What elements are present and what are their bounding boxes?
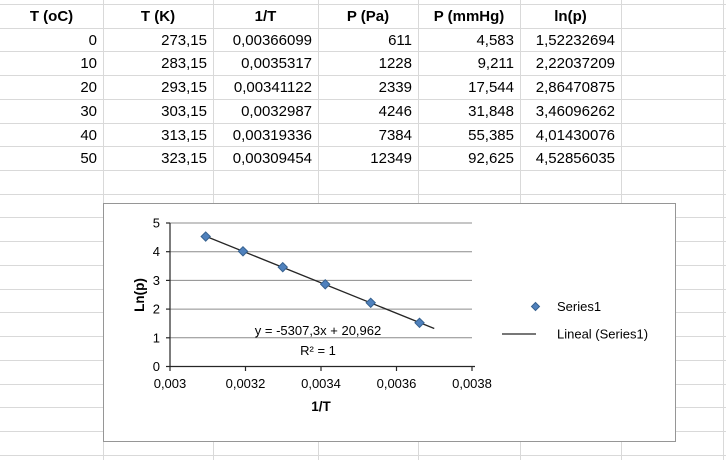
table-header-cell[interactable]: P (mmHg) xyxy=(433,8,505,25)
y-axis-title: Ln(p) xyxy=(132,278,147,312)
table-cell[interactable]: 2,86470875 xyxy=(535,79,615,96)
gridline xyxy=(0,123,726,124)
gridline xyxy=(0,170,726,171)
gridline xyxy=(0,99,726,100)
table-cell[interactable]: 17,544 xyxy=(468,79,514,96)
table-cell[interactable]: 1228 xyxy=(378,55,412,72)
table-cell[interactable]: 0,0035317 xyxy=(241,55,312,72)
table-cell[interactable]: 283,15 xyxy=(161,55,207,72)
legend-marker-diamond[interactable] xyxy=(530,301,541,312)
y-tick-label: 4 xyxy=(153,244,160,259)
table-cell[interactable]: 273,15 xyxy=(161,31,207,49)
table-cell[interactable]: 611 xyxy=(388,31,412,49)
table-cell[interactable]: 4,52856035 xyxy=(535,150,615,167)
data-point[interactable] xyxy=(414,317,425,329)
table-cell[interactable]: 20 xyxy=(80,79,97,96)
x-tick-label: 0,0038 xyxy=(452,376,492,391)
table-cell[interactable]: 313,15 xyxy=(161,126,207,144)
gridline xyxy=(0,51,726,52)
y-tick-label: 5 xyxy=(153,216,160,231)
data-point[interactable] xyxy=(277,261,289,273)
data-point[interactable] xyxy=(319,278,331,290)
scatter-chart: 0 1 2 3 4 5 0,003 0,0032 0,0034 0,0036 0,0038 1/T Ln… xyxy=(132,216,648,415)
table-header-cell[interactable]: T (oC) xyxy=(29,8,74,25)
table-cell[interactable]: 0,0032987 xyxy=(241,103,312,120)
table-cell[interactable]: 2339 xyxy=(378,79,412,96)
table-cell[interactable]: 1,52232694 xyxy=(535,31,615,49)
x-tick-label: 0,003 xyxy=(154,376,187,391)
x-tick-label: 0,0036 xyxy=(377,376,417,391)
table-header-cell[interactable]: P (Pa) xyxy=(346,8,390,25)
legend-label-lineal[interactable]: Lineal (Series1) xyxy=(557,327,648,342)
table-cell[interactable]: 50 xyxy=(80,150,97,167)
table-cell[interactable]: 92,625 xyxy=(468,150,514,167)
gridline xyxy=(0,28,726,29)
table-cell[interactable]: 0 xyxy=(88,31,97,49)
table-cell[interactable]: 0,00366099 xyxy=(232,31,312,49)
y-tick-label: 1 xyxy=(153,330,160,345)
table-cell[interactable]: 0,00319336 xyxy=(232,126,312,144)
gridline xyxy=(0,4,726,5)
table-cell[interactable]: 9,211 xyxy=(477,55,514,72)
table-cell[interactable]: 323,15 xyxy=(161,150,207,167)
y-tick-label: 2 xyxy=(153,302,160,317)
legend-label-series1[interactable]: Series1 xyxy=(557,299,601,314)
data-point[interactable] xyxy=(237,245,249,257)
gridline xyxy=(0,146,726,147)
table-cell[interactable]: 31,848 xyxy=(468,103,514,120)
table-cell[interactable]: 0,00309454 xyxy=(232,150,312,167)
data-point[interactable] xyxy=(200,231,211,242)
x-tick-label: 0,0032 xyxy=(226,376,266,391)
table-cell[interactable]: 55,385 xyxy=(468,126,514,144)
table-cell[interactable]: 293,15 xyxy=(161,79,207,96)
x-axis-title: 1/T xyxy=(311,399,331,414)
table-header-cell[interactable]: 1/T xyxy=(254,8,277,25)
chart[interactable]: 0 1 2 3 4 5 0,003 0,0032 0,0034 0,0036 0,0038 1/T Ln… xyxy=(103,203,676,442)
trendline-equation: y = -5307,3x + 20,962 xyxy=(255,323,381,338)
table-cell[interactable]: 7384 xyxy=(378,126,412,144)
gridline xyxy=(0,455,726,456)
gridline xyxy=(723,0,724,460)
table-cell[interactable]: 3,46096262 xyxy=(535,103,615,120)
table-cell[interactable]: 12349 xyxy=(370,150,412,167)
table-cell[interactable]: 30 xyxy=(80,103,97,120)
y-tick-label: 3 xyxy=(153,273,160,288)
table-cell[interactable]: 4246 xyxy=(378,103,412,120)
gridline xyxy=(0,75,726,76)
data-point[interactable] xyxy=(365,297,377,309)
table-header-cell[interactable]: ln(p) xyxy=(554,8,587,25)
x-tick-label: 0,0034 xyxy=(301,376,341,391)
trendline-equation: R² = 1 xyxy=(300,343,336,358)
table-cell[interactable]: 40 xyxy=(80,126,97,144)
y-tick-label: 0 xyxy=(153,359,160,374)
table-cell[interactable]: 303,15 xyxy=(161,103,207,120)
table-header-cell[interactable]: T (K) xyxy=(140,8,176,25)
table-cell[interactable]: 0,00341122 xyxy=(233,79,312,96)
table-cell[interactable]: 2,22037209 xyxy=(535,55,615,72)
table-cell[interactable]: 4,01430076 xyxy=(535,126,615,144)
table-cell[interactable]: 10 xyxy=(80,55,97,72)
table-cell[interactable]: 4,583 xyxy=(476,31,514,49)
gridline xyxy=(0,194,726,195)
